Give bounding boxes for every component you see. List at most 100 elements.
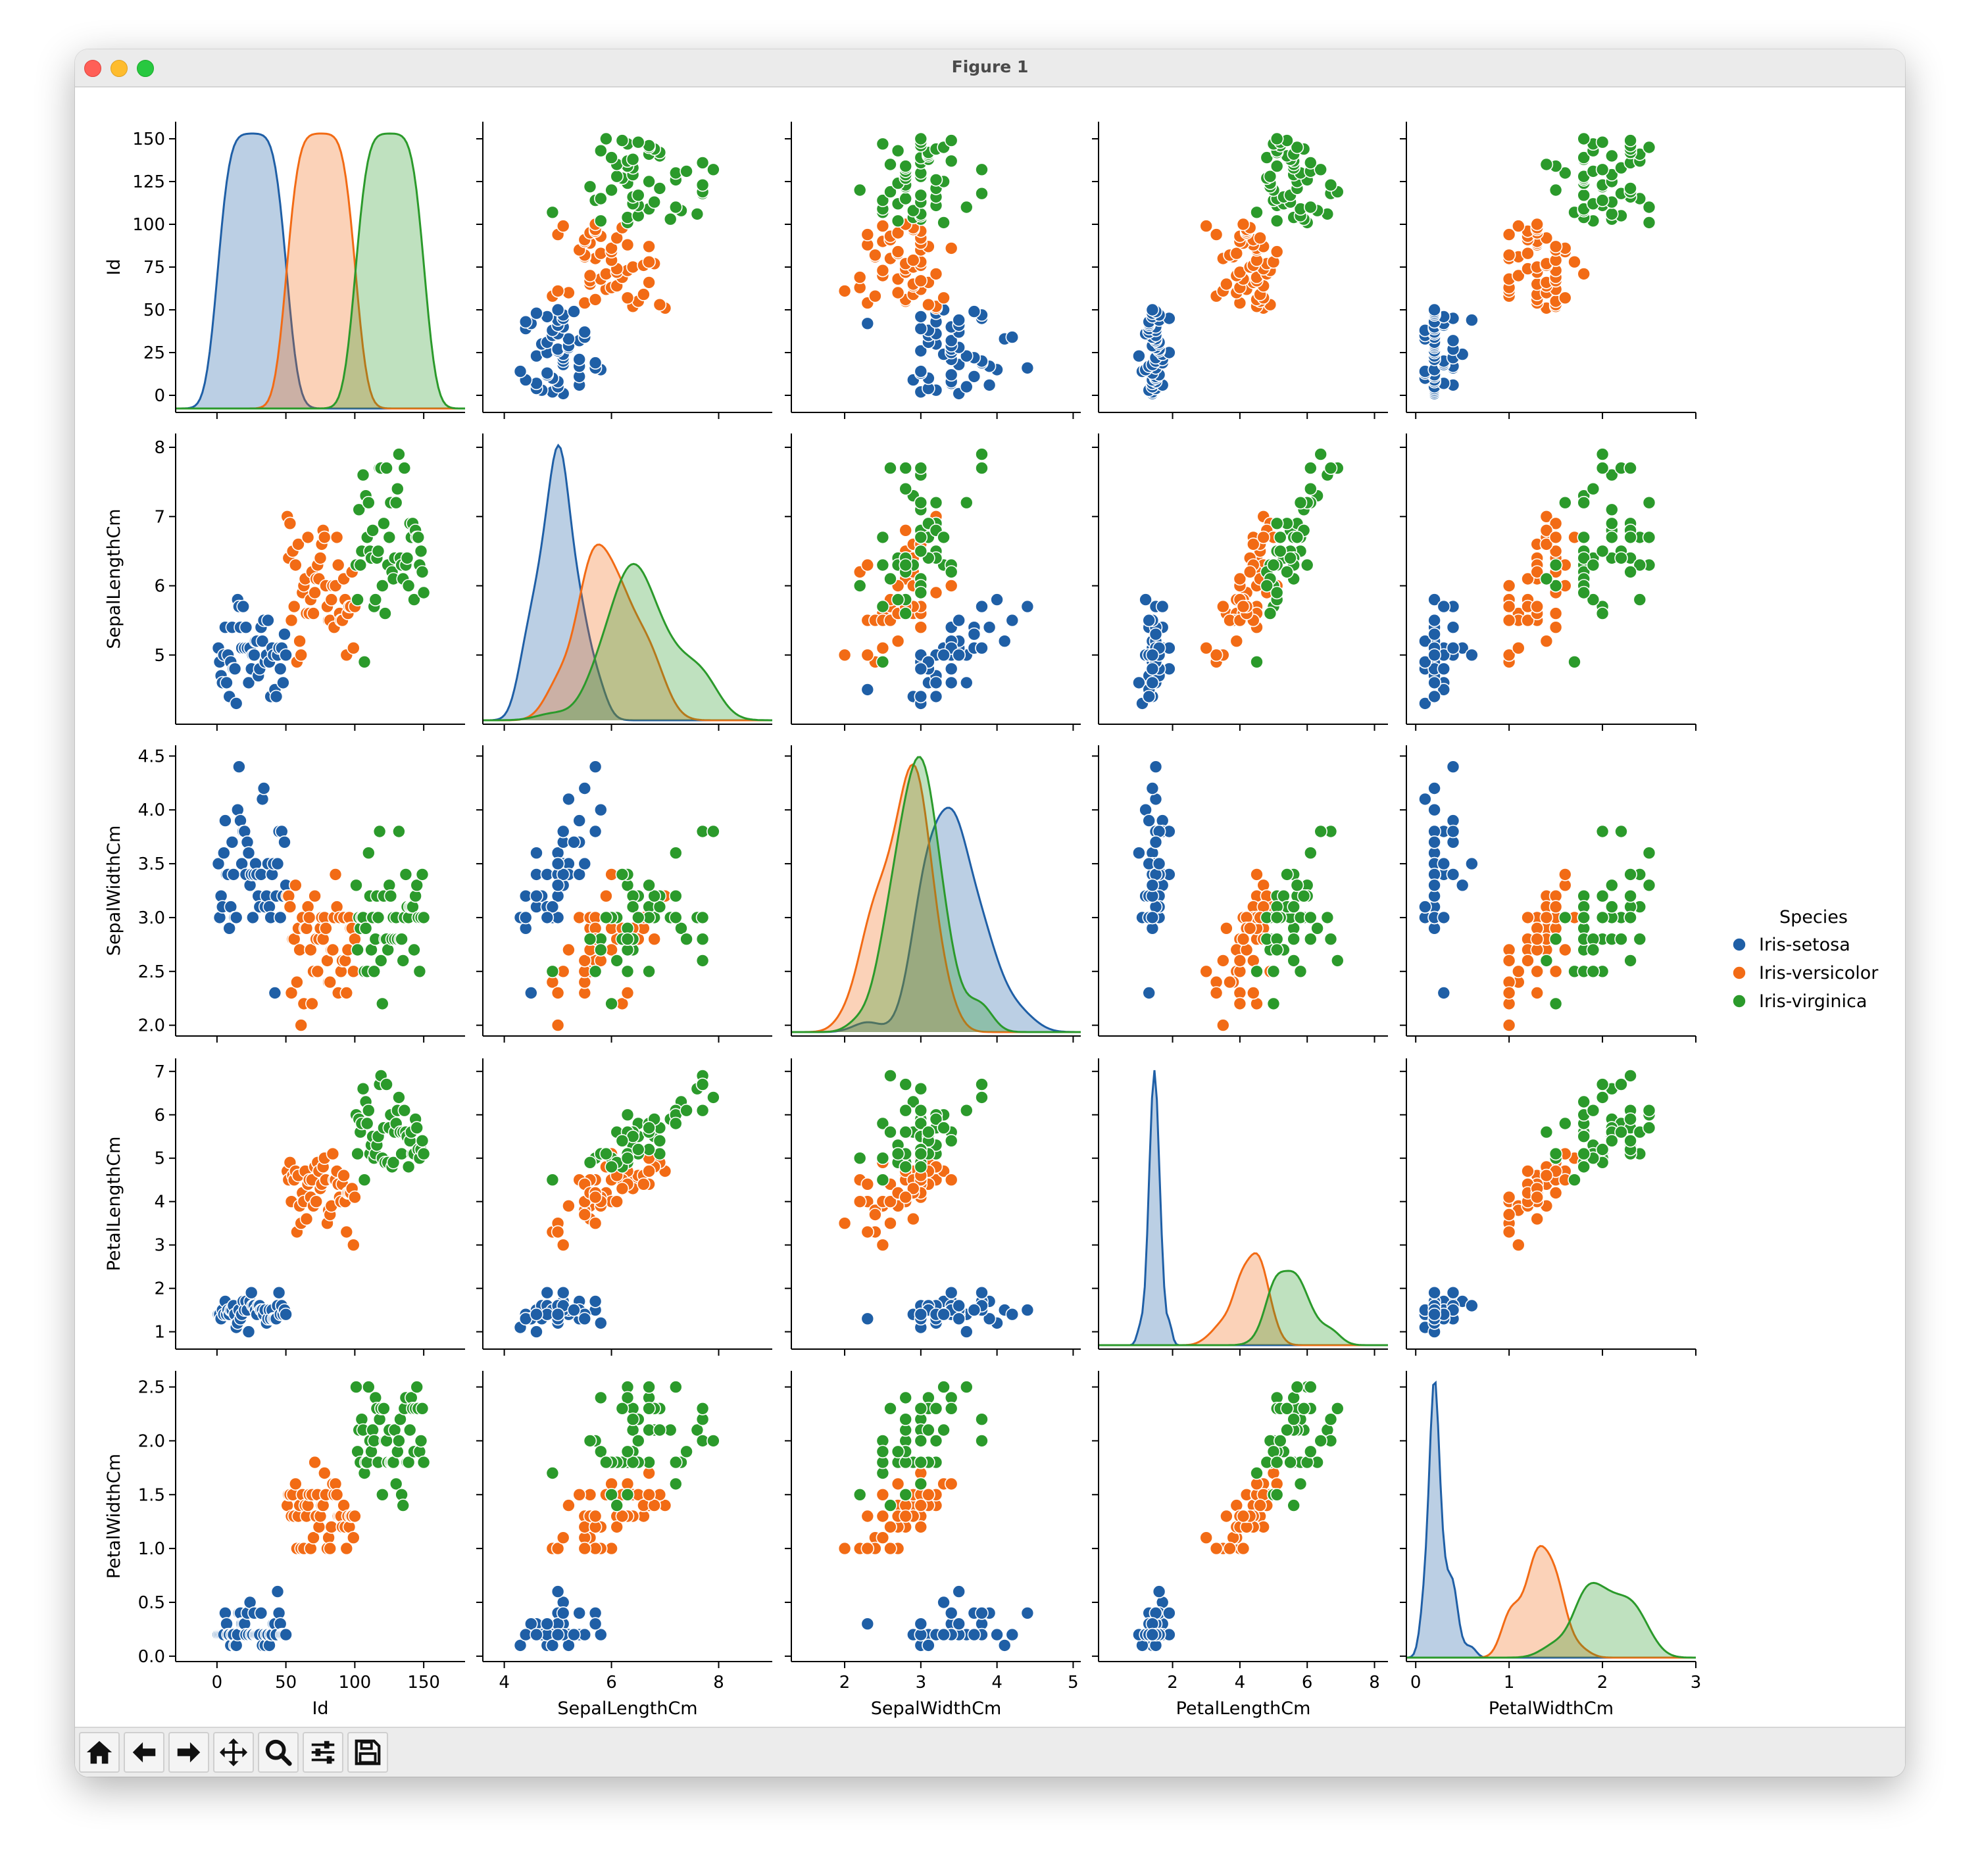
scatter-point [860, 1617, 875, 1631]
scatter-point [899, 1509, 912, 1523]
scatter-point [1548, 558, 1563, 572]
scatter-point [1331, 1402, 1345, 1416]
zoom-button[interactable] [258, 1732, 299, 1773]
scatter-point [578, 325, 592, 339]
figure-window: Figure 1 0 25 50 75 100 125 150 5 6 7 8 2.0 2.5 3.0 3.… [75, 49, 1905, 1777]
scatter-point [1521, 954, 1535, 968]
scatter-point [1020, 1606, 1035, 1620]
scatter-point [1577, 1147, 1591, 1161]
home-button[interactable] [79, 1732, 120, 1773]
scatter-point [313, 551, 328, 565]
scatter-point [317, 1466, 332, 1480]
scatter-point [937, 1595, 951, 1610]
configure-subplots-button[interactable] [303, 1732, 343, 1773]
scatter-point [1145, 648, 1160, 662]
scatter-point [1427, 689, 1441, 704]
scatter-point [1614, 932, 1628, 946]
x-tick-label: 0 [1410, 1673, 1422, 1692]
maximize-window-button[interactable] [137, 60, 154, 77]
scatter-point [642, 1402, 656, 1416]
scatter-point [339, 1225, 354, 1239]
scatter-point [647, 932, 662, 946]
scatter-point [1250, 868, 1264, 881]
scatter-point [572, 1488, 587, 1502]
scatter-point [545, 1173, 560, 1187]
legend-entry: Iris-virginica [1759, 991, 1867, 1012]
scatter-point [899, 523, 912, 537]
scatter-point [663, 212, 678, 226]
scatter-point [1283, 1455, 1297, 1469]
pairplot-figure[interactable]: 025507510012515056782.02.53.03.54.04.512… [75, 87, 1905, 1725]
minimize-window-button[interactable] [111, 60, 128, 77]
scatter-point [883, 157, 897, 172]
scatter-point [1521, 613, 1535, 628]
scatter-point [620, 1108, 635, 1122]
subplot-PetalWidthCm-vs-PetalLengthCm: 2 4 6 8 [1092, 1371, 1388, 1692]
pan-button[interactable] [213, 1732, 254, 1773]
subplot-SepalWidthCm-vs-SepalLengthCm [476, 745, 772, 1043]
legend-marker-Iris-versicolor [1732, 966, 1746, 980]
scatter-point [1539, 523, 1554, 537]
scatter-point [706, 1434, 720, 1448]
scatter-point [1502, 599, 1516, 614]
scatter-point [1250, 1466, 1264, 1480]
y-tick-label: 2 [154, 1279, 165, 1299]
scatter-point [593, 191, 608, 206]
scatter-point [1455, 878, 1470, 893]
scatter-point [1539, 634, 1554, 649]
y-tick-label: 3.5 [138, 854, 165, 874]
scatter-point [626, 1412, 640, 1426]
scatter-point [695, 1402, 710, 1416]
scatter-point [1418, 900, 1432, 914]
scatter-point [1548, 932, 1563, 946]
subplot-SepalWidthCm-vs-PetalLengthCm [1092, 745, 1388, 1043]
scatter-point [1539, 572, 1554, 586]
y-tick-label: 5 [154, 646, 165, 666]
scatter-point [899, 191, 912, 206]
scatter-point [620, 964, 635, 979]
scatter-point [1427, 1307, 1441, 1321]
forward-button[interactable] [168, 1732, 209, 1773]
scatter-point [556, 1606, 570, 1620]
scatter-point [1314, 162, 1327, 177]
scatter-point [1623, 530, 1637, 545]
scatter-point [615, 1181, 630, 1196]
scatter-point [631, 135, 645, 149]
y-tick-label: 1.0 [138, 1539, 165, 1559]
scatter-point [899, 1103, 912, 1118]
scatter-point [1465, 1298, 1479, 1313]
scatter-point [1530, 1190, 1544, 1204]
scatter-point [374, 954, 388, 968]
scatter-point [241, 1325, 256, 1339]
scatter-point [982, 378, 997, 392]
scatter-point [414, 1434, 428, 1448]
scatter-point [1216, 954, 1230, 968]
close-window-button[interactable] [84, 60, 101, 77]
scatter-point [868, 289, 882, 303]
scatter-point [876, 641, 890, 655]
scatter-point [540, 910, 555, 925]
scatter-point [308, 1455, 322, 1469]
back-button[interactable] [124, 1732, 164, 1773]
scatter-point [868, 248, 882, 262]
scatter-point [960, 1325, 974, 1339]
scatter-point [279, 1627, 293, 1642]
scatter-point [1502, 954, 1516, 968]
scatter-point [1324, 932, 1338, 946]
scatter-point [1623, 134, 1637, 147]
x-tick-label: 3 [916, 1673, 927, 1692]
scatter-point [1577, 132, 1591, 146]
scatter-point [1623, 889, 1637, 903]
scatter-point [1314, 447, 1327, 461]
scatter-point [1142, 814, 1156, 827]
scatter-point [346, 1531, 360, 1544]
scatter-point [1437, 856, 1451, 871]
scatter-point [302, 910, 316, 925]
scatter-point [1142, 613, 1156, 628]
save-button[interactable] [347, 1732, 388, 1773]
scatter-point [1427, 648, 1441, 662]
scatter-point [1623, 954, 1637, 968]
scatter-point [279, 648, 293, 662]
scatter-point [615, 868, 630, 881]
legend-entry: Iris-versicolor [1759, 963, 1879, 983]
